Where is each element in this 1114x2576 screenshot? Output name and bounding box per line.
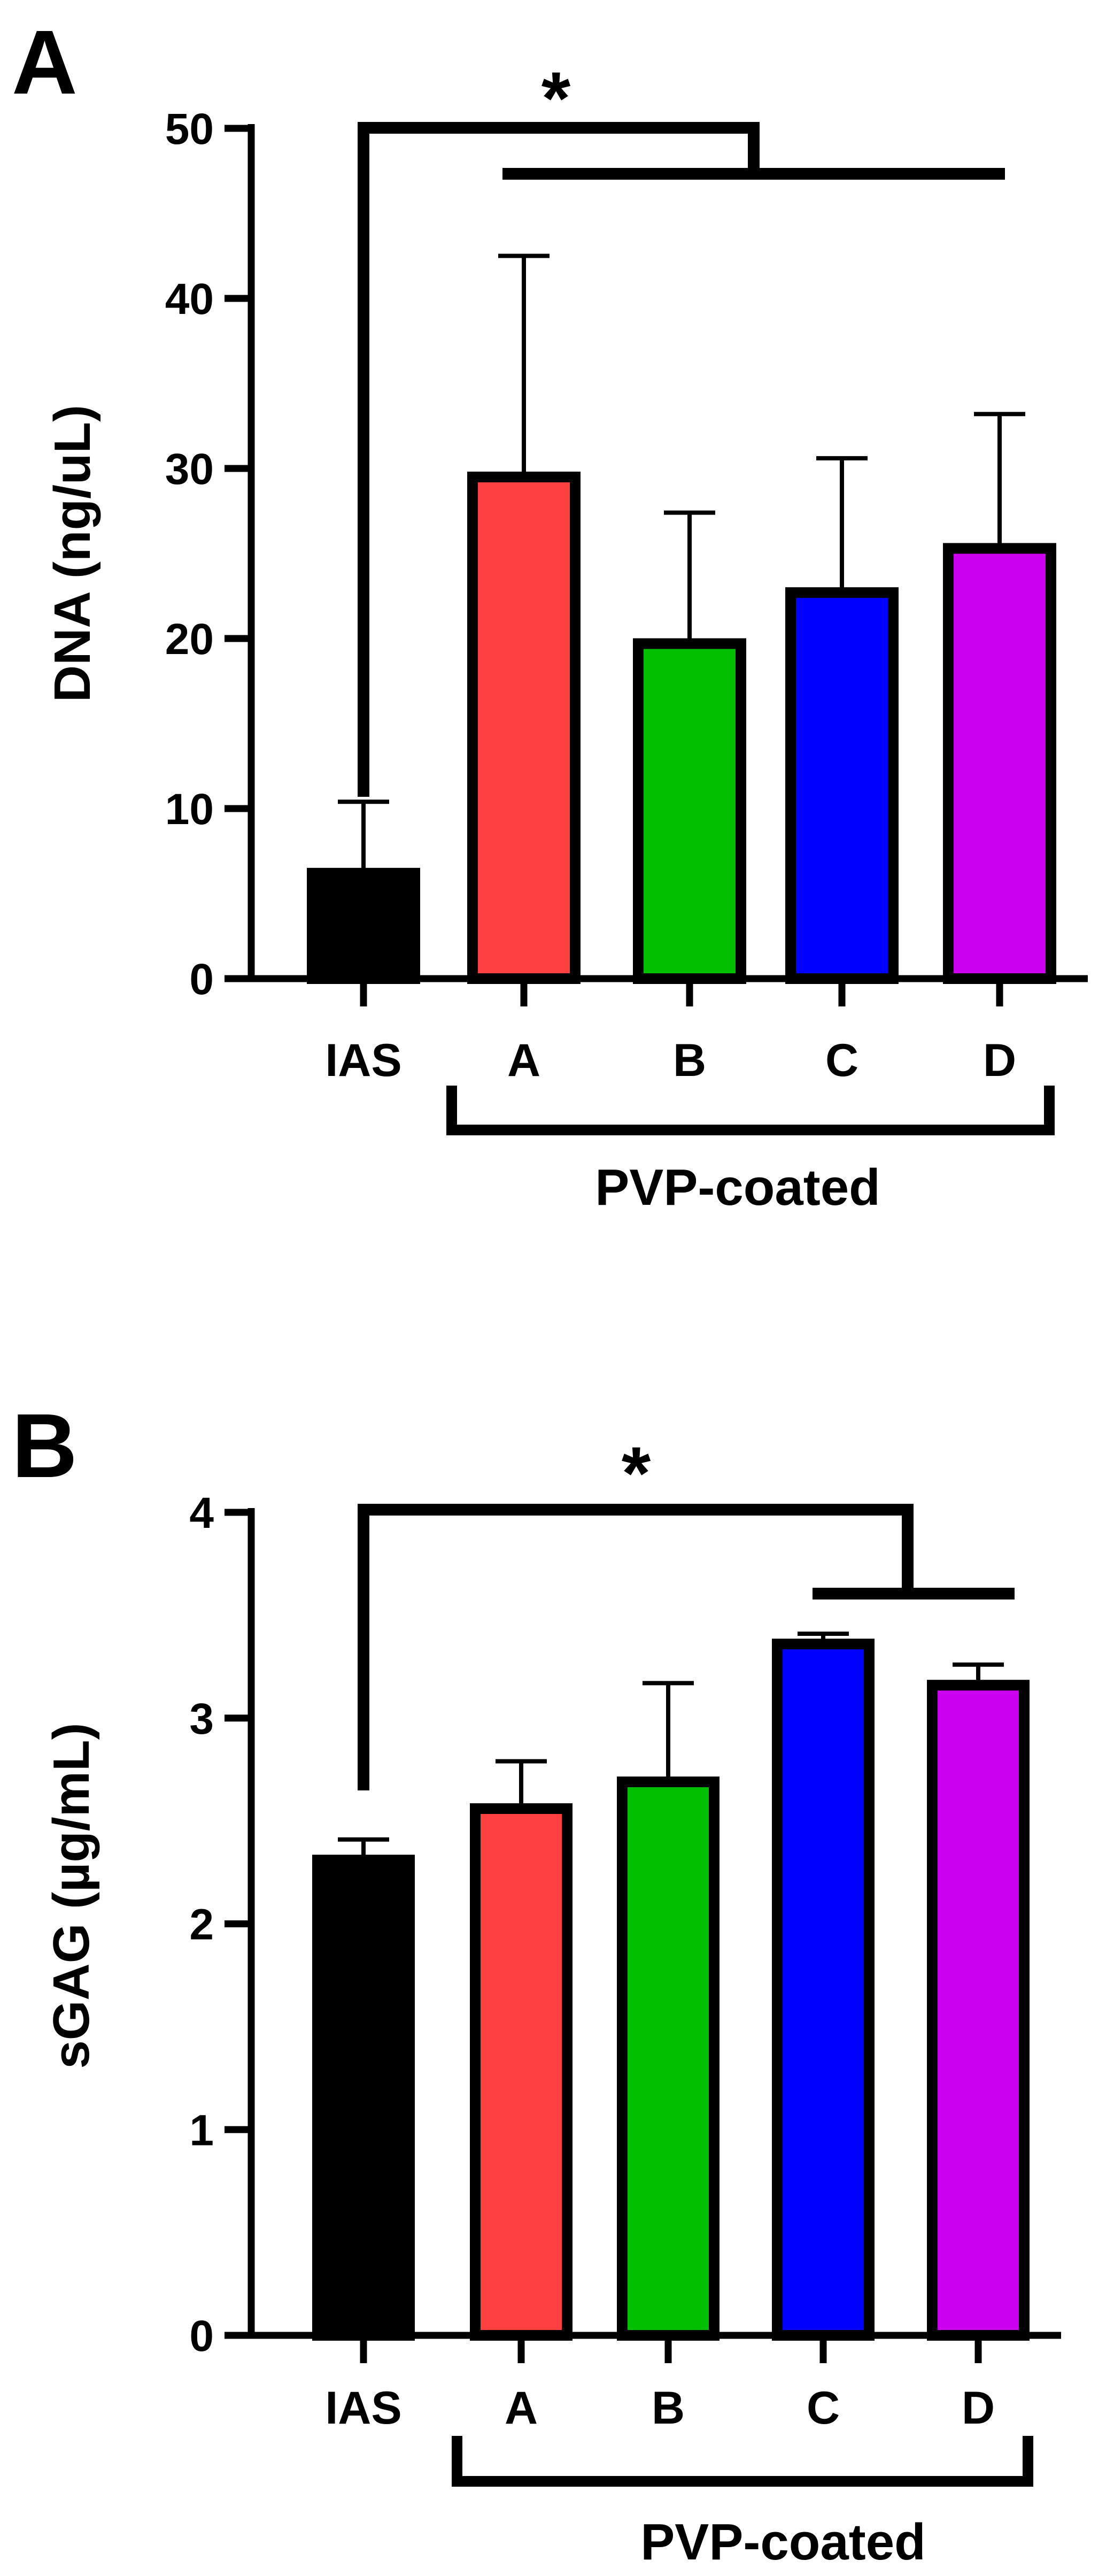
panel-a-y-tick-label: 10 (165, 785, 214, 834)
panel-b-y-tick-label: 1 (189, 2106, 214, 2155)
panel-a-bar-c (785, 587, 899, 984)
panel-a-bar-b (633, 638, 746, 985)
panel-b-group-label: PVP-coated (640, 2513, 925, 2571)
panel-b: B sGAG (µg/mL) * 0 1 2 3 4 IAS A B C D PVP-coated (12, 1395, 1061, 2571)
panel-a-bracket-left-arm (358, 122, 760, 797)
panel-b-category-label-c: C (807, 2382, 840, 2434)
panel-b-y-tick-label: 2 (189, 1901, 214, 1949)
panel-a-bar-ias (307, 867, 420, 984)
panel-a-group-bracket: PVP-coated (446, 1086, 1055, 1216)
panel-b-bars (312, 1632, 1030, 2341)
panel-b-error-bar-a (496, 1759, 547, 1809)
panel-b-significance-star: * (622, 1431, 651, 1515)
panel-a-group-label: PVP-coated (595, 1159, 880, 1216)
panel-a-category-label-a: A (507, 1035, 540, 1086)
panel-b-y-tick-label: 0 (189, 2312, 214, 2360)
panel-b-y-tick-label: 4 (189, 1489, 214, 1537)
panel-a-y-tick-label: 40 (165, 275, 214, 324)
panel-a-error-bar-c (816, 456, 868, 593)
panel-a-bars (307, 253, 1056, 985)
panel-a-category-label-ias: IAS (325, 1035, 401, 1086)
panel-b-error-bar-c (798, 1632, 849, 1644)
panel-b-y-tick-label: 3 (189, 1695, 214, 1743)
panel-a-bar-a (467, 471, 581, 984)
panel-b-error-bar-b (643, 1681, 694, 1782)
panel-b-category-label-b: B (652, 2382, 685, 2434)
panel-a-y-tick-label: 50 (165, 105, 214, 153)
panel-a-error-bar-b (664, 510, 715, 644)
panel-b-category-label-d: D (962, 2382, 995, 2434)
panel-a-significance-bracket (358, 122, 1005, 797)
panel-a-bar-d (943, 543, 1056, 984)
panel-b-bracket-left-arm (358, 1504, 914, 1790)
panel-a-y-axis-title: DNA (ng/uL) (44, 405, 101, 702)
panel-a-axes: 0 10 20 30 40 50 IAS A B C D (165, 105, 1088, 1086)
panel-a-category-label-b: B (673, 1035, 706, 1086)
panel-a-y-tick-label: 20 (165, 615, 214, 664)
panel-b-bar-a (470, 1803, 573, 2341)
panel-a-error-bar-ias (338, 799, 389, 873)
panel-b-error-bar-ias (338, 1837, 389, 1860)
panel-b-bar-ias (312, 1855, 415, 2341)
panel-b-error-bar-d (953, 1662, 1004, 1686)
panel-b-pvp-bracket-line (452, 2436, 1033, 2487)
panel-b-bar-c (772, 1639, 875, 2341)
panel-b-significance-bracket (358, 1504, 1015, 1790)
panel-b-category-label-ias: IAS (325, 2382, 401, 2434)
panel-a-category-label-c: C (825, 1035, 858, 1086)
panel-a-error-bar-d (974, 412, 1025, 549)
panel-a-y-tick-label: 0 (189, 955, 214, 1004)
panel-b-axes: 0 1 2 3 4 IAS A B C D (189, 1489, 1061, 2434)
panel-b-bar-d (927, 1680, 1030, 2341)
panel-b-category-label-a: A (505, 2382, 538, 2434)
panel-a-y-tick-label: 30 (165, 445, 214, 494)
panel-a-pvp-bracket-line (446, 1086, 1055, 1135)
panel-b-bar-b (617, 1777, 720, 2341)
panel-b-y-axis-title: sGAG (µg/mL) (43, 1723, 100, 2069)
panel-b-group-bracket: PVP-coated (452, 2436, 1033, 2571)
panel-a-category-label-d: D (983, 1035, 1016, 1086)
panel-b-letter: B (12, 1395, 78, 1497)
panel-a-letter: A (12, 12, 78, 113)
panel-a-error-bar-a (498, 253, 550, 477)
